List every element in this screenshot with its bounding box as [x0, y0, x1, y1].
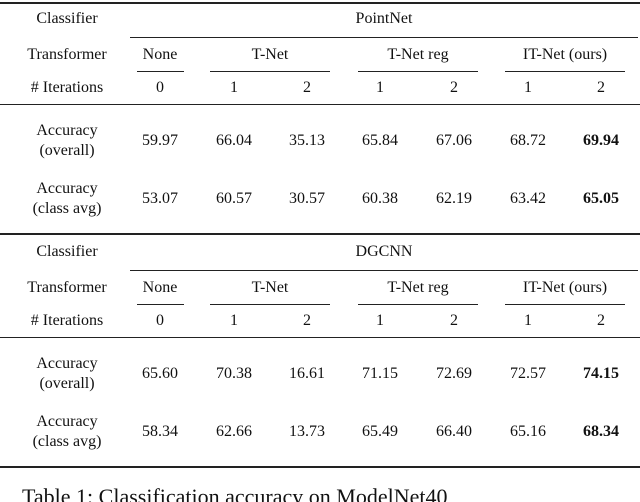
mid-rule — [0, 337, 640, 338]
group-name: T-Net reg — [387, 46, 449, 63]
group-rule — [210, 304, 330, 305]
iteration: 2 — [597, 79, 605, 96]
group-rule — [137, 304, 184, 305]
group-name: None — [142, 46, 178, 63]
cell: 65.49 — [362, 423, 398, 440]
cell: 71.15 — [362, 365, 398, 382]
cell: 13.73 — [289, 423, 325, 440]
cell: 69.94 — [583, 132, 619, 149]
group-rule — [137, 71, 184, 72]
iteration: 1 — [376, 79, 384, 96]
row-label: (class avg) — [32, 433, 102, 450]
cell: 35.13 — [289, 132, 325, 149]
cell: 62.66 — [216, 423, 252, 440]
row-label: Accuracy — [36, 355, 98, 372]
cell: 70.38 — [216, 365, 252, 382]
cell: 53.07 — [142, 190, 178, 207]
iteration: 1 — [524, 79, 532, 96]
cell: 68.72 — [510, 132, 546, 149]
cell: 58.34 — [142, 423, 178, 440]
cell: 65.05 — [583, 190, 619, 207]
cell: 66.04 — [216, 132, 252, 149]
cell: 65.60 — [142, 365, 178, 382]
classifier-label: Classifier — [36, 10, 98, 27]
group-rule — [358, 71, 478, 72]
cell: 66.40 — [436, 423, 472, 440]
iteration: 1 — [376, 312, 384, 329]
block-rule — [0, 233, 640, 235]
cell: 60.57 — [216, 190, 252, 207]
cell: 62.19 — [436, 190, 472, 207]
iteration: 1 — [230, 79, 238, 96]
group-rule — [210, 71, 330, 72]
cell: 16.61 — [289, 365, 325, 382]
iteration: 0 — [156, 312, 164, 329]
cell: 72.69 — [436, 365, 472, 382]
group-name: T-Net — [251, 46, 289, 63]
row-label: (class avg) — [32, 200, 102, 217]
cell: 63.42 — [510, 190, 546, 207]
row-label: Accuracy — [36, 180, 98, 197]
cell: 67.06 — [436, 132, 472, 149]
classifier-name: DGCNN — [355, 243, 413, 260]
cell: 65.16 — [510, 423, 546, 440]
iteration: 2 — [450, 312, 458, 329]
classifier-name: PointNet — [355, 10, 413, 27]
cell: 60.38 — [362, 190, 398, 207]
top-rule — [0, 2, 640, 4]
classifier-rule — [130, 270, 638, 271]
group-name: None — [142, 279, 178, 296]
iterations-label: # Iterations — [30, 312, 104, 329]
cell: 74.15 — [583, 365, 619, 382]
group-name: IT-Net (ours) — [522, 46, 608, 63]
transformer-label: Transformer — [27, 279, 107, 296]
iteration: 1 — [524, 312, 532, 329]
iteration: 1 — [230, 312, 238, 329]
group-rule — [358, 304, 478, 305]
group-name: T-Net — [251, 279, 289, 296]
cell: 30.57 — [289, 190, 325, 207]
cell: 65.84 — [362, 132, 398, 149]
iteration: 0 — [156, 79, 164, 96]
group-name: IT-Net (ours) — [522, 279, 608, 296]
row-label: (overall) — [39, 142, 95, 159]
group-rule — [505, 71, 625, 72]
transformer-label: Transformer — [27, 46, 107, 63]
row-label: Accuracy — [36, 122, 98, 139]
cell: 68.34 — [583, 423, 619, 440]
iteration: 2 — [450, 79, 458, 96]
block-rule — [0, 466, 640, 468]
cell: 72.57 — [510, 365, 546, 382]
row-label: (overall) — [39, 375, 95, 392]
iterations-label: # Iterations — [30, 79, 104, 96]
row-label: Accuracy — [36, 413, 98, 430]
classifier-rule — [130, 37, 638, 38]
group-rule — [505, 304, 625, 305]
group-name: T-Net reg — [387, 279, 449, 296]
iteration: 2 — [597, 312, 605, 329]
cell: 59.97 — [142, 132, 178, 149]
mid-rule — [0, 104, 640, 105]
iteration: 2 — [303, 79, 311, 96]
caption: Table 1: Classification accuracy on Mode… — [22, 484, 448, 502]
classifier-label: Classifier — [36, 243, 98, 260]
iteration: 2 — [303, 312, 311, 329]
